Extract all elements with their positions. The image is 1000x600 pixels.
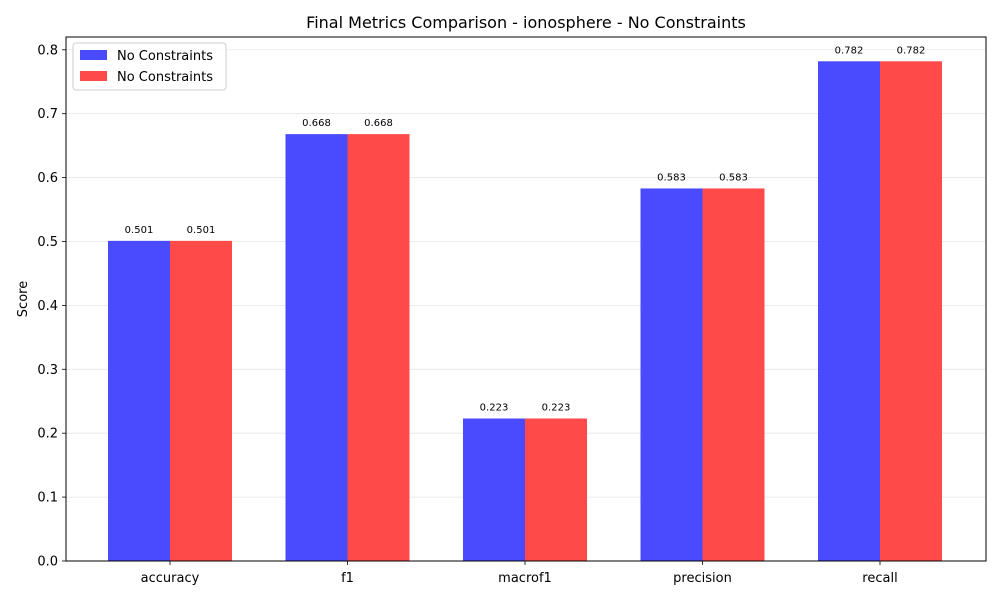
x-tick-label: recall xyxy=(862,571,897,586)
bar-precision-series-2 xyxy=(702,188,765,561)
bar-f1-series-2 xyxy=(347,134,410,561)
data-label: 0.668 xyxy=(302,118,331,129)
bar-recall-series-2 xyxy=(880,61,942,561)
x-tick-label: precision xyxy=(673,571,732,586)
legend-swatch-series-1 xyxy=(80,50,107,60)
bar-macrof1-series-1 xyxy=(463,418,525,561)
bar-accuracy-series-2 xyxy=(170,240,232,561)
data-label: 0.583 xyxy=(719,172,748,183)
y-axis-label: Score xyxy=(16,281,31,317)
legend-swatch-series-2 xyxy=(80,71,107,81)
bar-precision-series-1 xyxy=(640,188,703,561)
data-label: 0.223 xyxy=(480,402,509,413)
y-tick-label: 0.8 xyxy=(37,43,58,58)
legend-label-series-2: No Constraints xyxy=(117,70,213,85)
legend-label-series-1: No Constraints xyxy=(117,49,213,64)
y-tick-label: 0.0 xyxy=(37,555,58,570)
data-label: 0.583 xyxy=(657,172,686,183)
y-tick-label: 0.2 xyxy=(37,427,58,442)
plot-frame xyxy=(65,36,987,562)
data-label: 0.668 xyxy=(364,118,393,129)
y-tick-label: 0.7 xyxy=(37,107,58,122)
data-label: 0.782 xyxy=(897,45,926,56)
x-tick-label: f1 xyxy=(341,571,354,586)
bars xyxy=(108,61,942,561)
legend: No Constraints No Constraints xyxy=(72,42,227,91)
y-tick-label: 0.1 xyxy=(37,491,58,506)
x-tick-label: macrof1 xyxy=(498,571,552,586)
y-tick-label: 0.4 xyxy=(37,299,58,314)
bar-f1-series-1 xyxy=(285,134,348,561)
bar-recall-series-1 xyxy=(818,61,880,561)
bar-macrof1-series-2 xyxy=(525,418,587,561)
axes: 0.0 0.1 0.2 0.3 0.4 0.5 0.6 0.7 0.8 accuracy f1 mac… xyxy=(37,36,987,586)
bar-accuracy-series-1 xyxy=(108,240,170,561)
data-label: 0.501 xyxy=(187,225,216,236)
data-label: 0.223 xyxy=(542,402,571,413)
data-label: 0.782 xyxy=(835,45,864,56)
data-labels: 0.501 0.668 0.223 0.583 0.782 0.501 0.668 0.223… xyxy=(125,45,926,413)
y-tick-label: 0.3 xyxy=(37,363,58,378)
data-label: 0.501 xyxy=(125,225,154,236)
y-tick-label: 0.5 xyxy=(37,235,58,250)
x-tick-label: accuracy xyxy=(141,571,200,586)
y-tick-label: 0.6 xyxy=(37,171,58,186)
chart-title: Final Metrics Comparison - ionosphere - … xyxy=(306,13,746,32)
legend-box xyxy=(72,42,227,91)
